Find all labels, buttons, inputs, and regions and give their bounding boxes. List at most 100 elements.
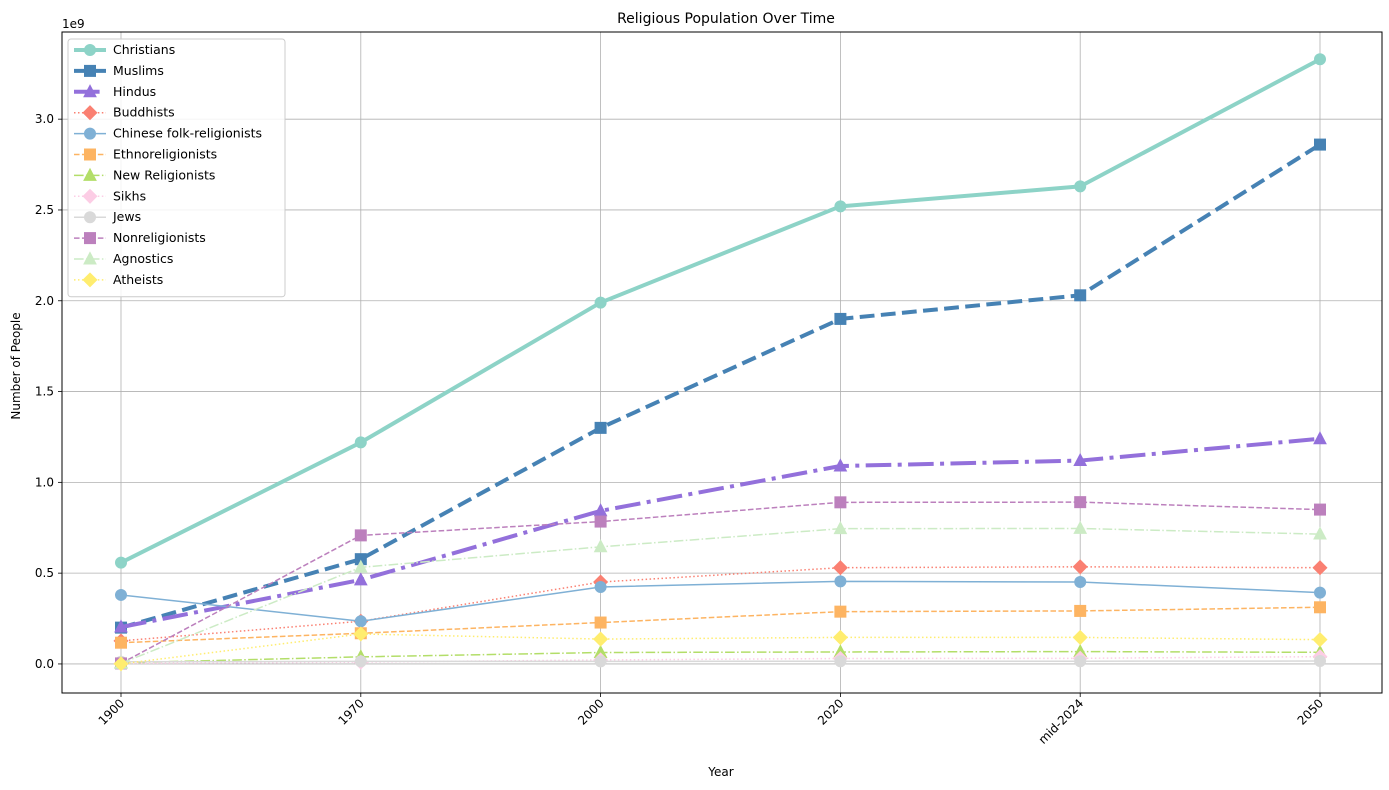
data-point-jews <box>834 655 847 668</box>
data-point-chinese-folk-religionists <box>834 575 847 588</box>
series-line-jews <box>120 660 1321 663</box>
data-point-nonreligionists <box>834 496 847 509</box>
data-point-chinese-folk-religionists <box>115 588 127 601</box>
legend: Christians Muslims Hindus Buddhists Chinese … <box>67 38 286 298</box>
legend-item-nonreligionists: Nonreligionists <box>74 230 206 245</box>
data-point-christians <box>1074 180 1087 193</box>
legend-swatch-marker <box>83 167 97 181</box>
data-point-nonreligionists <box>1314 503 1326 516</box>
legend-swatch-marker <box>84 127 96 140</box>
series-line-atheists <box>120 633 1321 665</box>
series-hindus <box>114 431 1327 633</box>
data-point-muslims <box>834 312 847 325</box>
series-line-new-religionists <box>120 650 1321 664</box>
y-tick-label: 3.0 <box>35 112 54 126</box>
data-point-hindus <box>353 572 368 586</box>
legend-swatch-marker <box>84 64 96 77</box>
legend-label: Agnostics <box>113 251 173 266</box>
data-point-hindus <box>1313 431 1327 445</box>
x-axis-label: Year <box>707 765 733 779</box>
data-point-buddhists <box>1072 559 1088 575</box>
data-point-agnostics <box>593 539 608 553</box>
series-line-chinese-folk-religionists <box>120 580 1321 623</box>
data-point-hindus <box>114 619 128 633</box>
series-atheists <box>113 626 1328 672</box>
data-point-ethnoreligionists <box>834 605 847 618</box>
plot-frame <box>61 31 1383 694</box>
legend-swatch-marker <box>83 84 97 98</box>
y-tick-label: 2.5 <box>35 203 54 217</box>
data-point-chinese-folk-religionists <box>594 580 607 593</box>
data-point-agnostics <box>1073 520 1088 534</box>
legend-label: Atheists <box>113 272 163 287</box>
legend-swatch-marker <box>84 211 96 224</box>
series-line-hindus <box>120 436 1321 630</box>
data-point-christians <box>1314 53 1326 66</box>
y-tick-label: 1.5 <box>35 385 54 399</box>
data-point-atheists <box>113 656 129 672</box>
data-point-atheists <box>353 626 369 642</box>
data-point-nonreligionists <box>594 515 607 528</box>
data-point-ethnoreligionists <box>594 616 607 629</box>
series-line-nonreligionists <box>120 501 1321 665</box>
series-line-christians <box>120 57 1321 565</box>
chart-title: Religious Population Over Time <box>617 11 835 27</box>
y-tick-label: 0.5 <box>35 566 54 580</box>
data-point-atheists <box>593 631 609 647</box>
y-tick-label: 2.0 <box>35 294 54 308</box>
legend-item-chinese-folk-religionists: Chinese folk-religionists <box>74 126 262 141</box>
legend-label: New Religionists <box>113 167 215 182</box>
legend-item-atheists: Atheists <box>74 272 163 288</box>
legend-label: Ethnoreligionists <box>113 147 217 162</box>
series-line-agnostics <box>120 527 1321 665</box>
data-point-hindus <box>1073 452 1088 467</box>
series-layer <box>113 53 1328 672</box>
data-point-agnostics <box>833 520 848 535</box>
series-agnostics <box>114 520 1327 669</box>
legend-item-new-religionists: New Religionists <box>74 167 215 182</box>
data-point-nonreligionists <box>1074 496 1087 509</box>
data-point-atheists <box>832 629 848 645</box>
series-line-ethnoreligionists <box>120 606 1321 644</box>
data-point-muslims <box>1074 289 1087 302</box>
legend-item-jews: Jews <box>74 209 141 224</box>
series-line-muslims <box>120 142 1322 630</box>
data-point-ethnoreligionists <box>1074 604 1087 617</box>
legend-label: Sikhs <box>113 188 146 203</box>
series-christians <box>115 53 1326 569</box>
legend-swatch-marker <box>82 272 98 288</box>
legend-label: Jews <box>112 209 141 224</box>
legend-swatch-marker <box>84 148 96 161</box>
data-point-buddhists <box>832 560 848 576</box>
data-point-christians <box>834 200 847 213</box>
data-point-chinese-folk-religionists <box>354 615 367 628</box>
y-axis-offset-text: 1e9 <box>62 17 85 31</box>
legend-label: Hindus <box>113 84 156 99</box>
legend-swatch-marker <box>83 251 97 265</box>
data-point-atheists <box>1072 629 1088 645</box>
data-point-jews <box>594 655 607 668</box>
y-axis-ticks: 0.0 0.5 1.0 1.5 2.0 2.5 3.0 <box>35 112 62 671</box>
data-point-jews <box>1314 655 1326 668</box>
data-point-chinese-folk-religionists <box>1314 586 1326 599</box>
legend-item-muslims: Muslims <box>74 63 164 78</box>
y-tick-label: 0.0 <box>35 657 54 671</box>
legend-label: Christians <box>113 42 175 57</box>
data-point-muslims <box>594 421 607 434</box>
legend-label: Buddhists <box>113 105 175 120</box>
y-axis-label: Number of People <box>9 312 23 419</box>
legend-label: Chinese folk-religionists <box>113 126 262 141</box>
series-chinese-folk-religionists <box>115 575 1326 628</box>
data-point-buddhists <box>1312 560 1328 576</box>
legend-item-hindus: Hindus <box>74 84 156 99</box>
legend-swatch-marker <box>82 105 98 121</box>
legend-swatch-marker <box>84 44 96 56</box>
data-point-agnostics <box>1313 526 1327 540</box>
data-point-ethnoreligionists <box>1314 601 1326 614</box>
legend-swatch-marker <box>84 232 96 245</box>
legend-item-buddhists: Buddhists <box>74 105 175 121</box>
data-point-muslims <box>1314 138 1326 151</box>
data-point-atheists <box>1312 632 1328 648</box>
legend-item-christians: Christians <box>74 42 175 57</box>
